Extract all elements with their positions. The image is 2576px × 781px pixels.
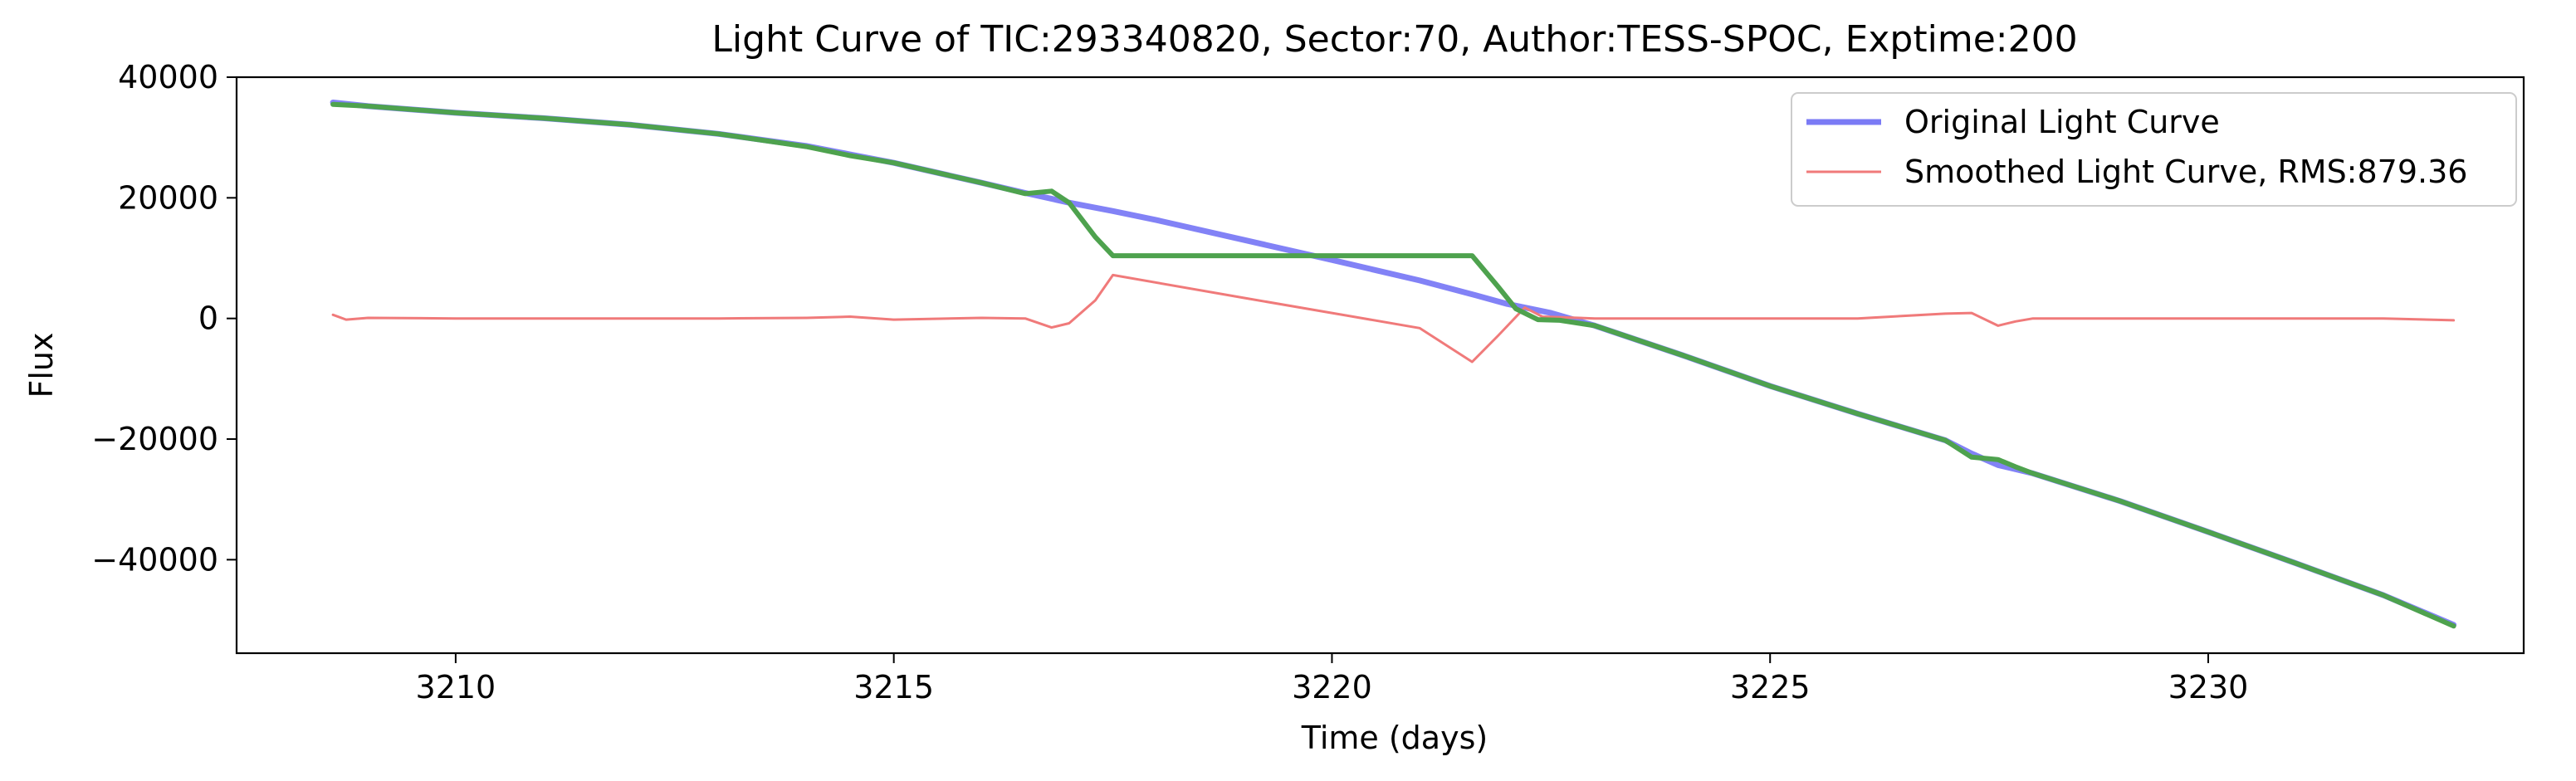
- plot-area: [330, 100, 2457, 629]
- y-axis: 40000 20000 0 −20000 −40000: [91, 59, 237, 578]
- x-tick-label: 3230: [2168, 669, 2249, 705]
- y-tick-label: 40000: [118, 59, 218, 95]
- x-axis-label: Time (days): [1301, 720, 1488, 756]
- legend-label-original: Original Light Curve: [1904, 104, 2220, 140]
- legend-label-smoothed: Smoothed Light Curve, RMS:879.36: [1904, 154, 2467, 190]
- x-tick-label: 3225: [1730, 669, 1811, 705]
- y-tick-label: −20000: [91, 421, 218, 457]
- legend: Original Light Curve Smoothed Light Curv…: [1791, 92, 2517, 207]
- series-layer: [330, 100, 2457, 629]
- plot-frame: [235, 76, 2525, 655]
- y-tick-label: 0: [198, 300, 218, 337]
- chart-title: Light Curve of TIC:293340820, Sector:70,…: [711, 18, 2077, 61]
- legend-box: [1791, 92, 2517, 207]
- y-tick-label: −40000: [91, 541, 218, 578]
- series-line-trend: [330, 101, 2456, 629]
- x-axis: 3210 3215 3220 3225 3230: [416, 653, 2249, 705]
- x-tick-label: 3210: [416, 669, 496, 705]
- y-tick-label: 20000: [118, 179, 218, 216]
- x-tick-label: 3220: [1292, 669, 1372, 705]
- y-axis-label: Flux: [23, 333, 60, 398]
- series-line-smoothed: [331, 273, 2456, 364]
- x-tick-label: 3215: [853, 669, 934, 705]
